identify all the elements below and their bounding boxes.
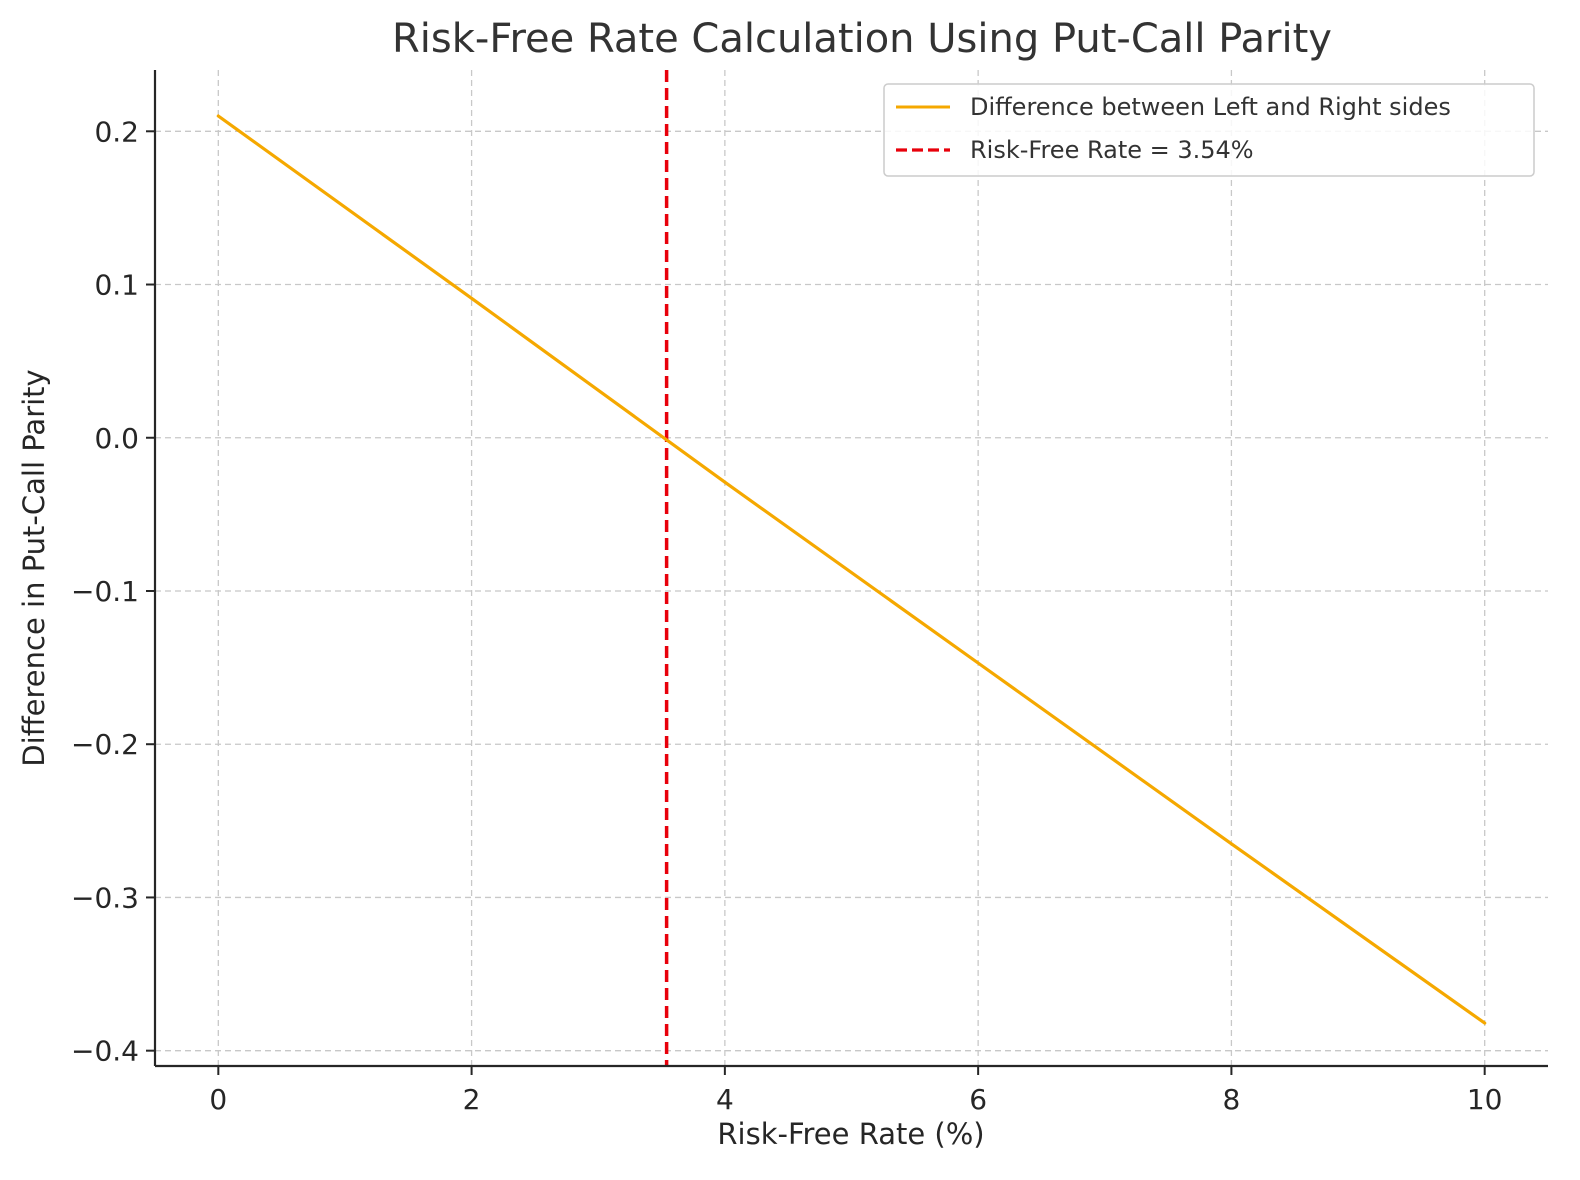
chart-title: Risk-Free Rate Calculation Using Put-Cal…: [392, 16, 1332, 62]
y-tick-label: −0.3: [71, 881, 139, 914]
y-tick-label: −0.1: [71, 575, 139, 608]
series-layer: [216, 114, 1487, 1025]
legend-label-difference: Difference between Left and Right sides: [970, 93, 1451, 121]
y-axis-label: Difference in Put-Call Parity: [17, 369, 51, 766]
grid-layer: [155, 70, 1548, 1066]
y-tick-label: 0.1: [94, 269, 139, 302]
x-tick-label: 6: [969, 1083, 987, 1116]
x-tick-label: 2: [463, 1083, 481, 1116]
x-tick-label: 10: [1467, 1083, 1503, 1116]
series-line-difference: [216, 114, 1487, 1025]
y-tick-label: 0.2: [94, 115, 139, 148]
y-tick-label: 0.0: [94, 422, 139, 455]
y-tick-label: −0.2: [71, 728, 139, 761]
legend-box: [883, 83, 1535, 177]
x-tick-label: 0: [209, 1083, 227, 1116]
legend-label-risk-free-rate: Risk-Free Rate = 3.54%: [970, 136, 1254, 164]
x-tick-label: 8: [1222, 1083, 1240, 1116]
y-tick-label: −0.4: [71, 1035, 139, 1068]
legend: Difference between Left and Right sides …: [883, 83, 1535, 177]
axes-layer: 0 2 4 6 8 10 0.2 0.1 0.0 −0.1 −0.2 −0.3 −0.4: [71, 70, 1548, 1116]
x-axis-label: Risk-Free Rate (%): [717, 1117, 984, 1151]
x-tick-label: 4: [716, 1083, 734, 1116]
